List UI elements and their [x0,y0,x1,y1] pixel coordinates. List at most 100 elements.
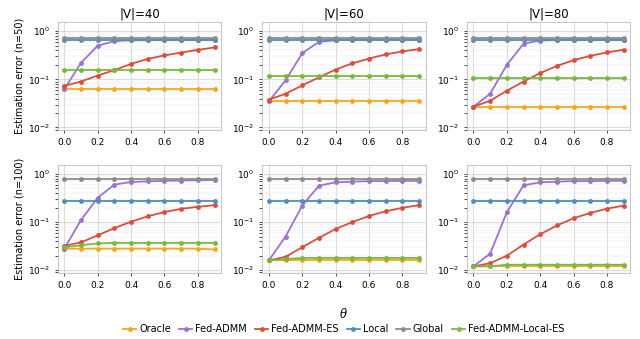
Oracle [553,264,561,268]
Oracle [298,99,306,103]
Fed-ADMM [315,40,323,44]
Global [503,36,511,40]
Global [349,177,356,181]
Global [194,36,202,40]
Global [553,177,561,181]
Global [265,36,273,40]
Fed-ADMM-ES [586,211,594,215]
Oracle [486,264,494,268]
Fed-ADMM-ES [111,68,118,72]
Global [94,36,102,40]
Global [415,177,423,181]
Line: Fed-ADMM: Fed-ADMM [266,37,422,104]
Fed-ADMM [127,38,135,42]
Global [94,177,102,181]
Oracle [382,99,390,103]
Oracle [365,258,373,262]
Local [486,38,494,42]
Local [315,38,323,42]
Local [486,199,494,203]
Fed-ADMM-Local-ES [94,241,102,245]
Global [586,177,594,181]
Fed-ADMM-ES [77,240,85,244]
Local [144,38,152,42]
Local [60,38,68,42]
Line: Fed-ADMM: Fed-ADMM [62,178,217,251]
Oracle [349,99,356,103]
Global [315,177,323,181]
Local [470,38,477,42]
Global [382,177,390,181]
Local [332,199,339,203]
Global [60,36,68,40]
Oracle [603,105,611,109]
Global [586,36,594,40]
Global [77,177,85,181]
Global [127,177,135,181]
Fed-ADMM [94,196,102,200]
Line: Global: Global [62,176,217,181]
Fed-ADMM-ES [161,53,168,57]
Local [365,38,373,42]
Fed-ADMM-ES [94,233,102,237]
Oracle [586,105,594,109]
Fed-ADMM-Local-ES [77,68,85,72]
Global [503,177,511,181]
Fed-ADMM [536,180,544,184]
Local [177,199,185,203]
Line: Oracle: Oracle [471,104,626,109]
Line: Local: Local [266,199,422,204]
Fed-ADMM-Local-ES [586,76,594,80]
Line: Fed-ADMM-Local-ES: Fed-ADMM-Local-ES [62,240,217,250]
Fed-ADMM [399,179,406,183]
Line: Fed-ADMM-ES: Fed-ADMM-ES [62,203,217,248]
Y-axis label: Estimation error (n=50): Estimation error (n=50) [15,18,25,134]
Local [503,199,511,203]
Global [570,36,577,40]
Oracle [127,247,135,251]
Fed-ADMM [60,247,68,251]
Fed-ADMM [194,38,202,42]
Fed-ADMM-ES [298,245,306,249]
Fed-ADMM-Local-ES [570,263,577,267]
Global [332,177,339,181]
Fed-ADMM [349,38,356,42]
Local [349,38,356,42]
Legend: Oracle, Fed-ADMM, Fed-ADMM-ES, Local, Global, Fed-ADMM-Local-ES: Oracle, Fed-ADMM, Fed-ADMM-ES, Local, Gl… [123,324,564,334]
Global [177,36,185,40]
Global [144,36,152,40]
Fed-ADMM-ES [177,207,185,211]
Fed-ADMM-ES [177,51,185,55]
Oracle [503,264,511,268]
Oracle [315,258,323,262]
Fed-ADMM-Local-ES [520,76,527,80]
Fed-ADMM [144,38,152,42]
Oracle [144,87,152,92]
Local [194,38,202,42]
Line: Global: Global [266,35,422,40]
Global [315,36,323,40]
Line: Global: Global [471,177,626,182]
Local [177,38,185,42]
Fed-ADMM-Local-ES [536,263,544,267]
Fed-ADMM [111,183,118,187]
Fed-ADMM-ES [536,232,544,236]
Line: Fed-ADMM-ES: Fed-ADMM-ES [471,47,626,109]
Global [111,177,118,181]
Fed-ADMM [553,38,561,42]
Fed-ADMM [194,178,202,182]
Local [415,199,423,203]
Fed-ADMM [486,252,494,256]
Fed-ADMM-Local-ES [553,263,561,267]
Oracle [194,247,202,251]
Line: Local: Local [62,38,217,43]
Oracle [211,247,218,252]
Fed-ADMM-ES [503,254,511,258]
Fed-ADMM [161,179,168,183]
Fed-ADMM-Local-ES [520,263,527,267]
Fed-ADMM [570,179,577,183]
Fed-ADMM-ES [603,207,611,211]
Fed-ADMM [265,258,273,262]
Fed-ADMM-Local-ES [315,74,323,78]
Fed-ADMM [161,38,168,42]
